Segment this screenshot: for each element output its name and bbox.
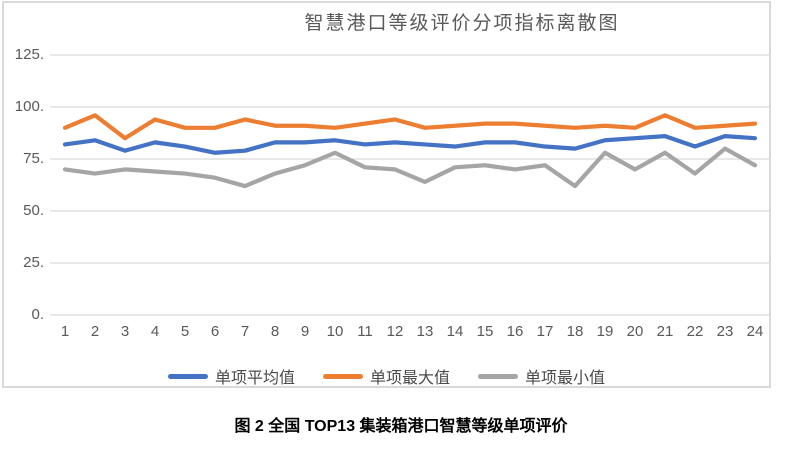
x-axis-tick-label: 7 — [240, 323, 250, 340]
legend-item: 单项最大值 — [322, 364, 450, 388]
figure-caption: 图 2 全国 TOP13 集装箱港口智慧等级单项评价 — [234, 418, 568, 435]
legend-label: 单项平均值 — [214, 370, 295, 387]
x-axis-tick-label: 3 — [120, 323, 130, 340]
legend-label: 单项最大值 — [369, 370, 450, 387]
legend-label: 单项最小值 — [525, 370, 606, 387]
embedded-chart[interactable] — [2, 1, 771, 388]
x-axis-tick-label: 13 — [416, 323, 434, 340]
legend-swatch-line-icon — [478, 373, 518, 379]
x-axis-tick-label: 17 — [536, 323, 554, 340]
x-axis-tick-label: 11 — [357, 323, 373, 340]
x-axis-tick-label: 24 — [746, 323, 764, 340]
x-axis-tick-label: 1 — [60, 323, 70, 340]
x-axis-tick-label: 8 — [270, 323, 280, 340]
x-axis-tick-label: 10 — [326, 323, 344, 340]
y-axis-tick-label: 125. — [14, 46, 44, 63]
y-axis-tick-label: 100. — [14, 98, 44, 115]
x-axis-tick-label: 15 — [476, 323, 494, 340]
chart-title: 智慧港口等级评价分项指标离散图 — [304, 13, 620, 34]
x-axis-tick-label: 22 — [686, 323, 704, 340]
legend-item: 单项平均值 — [167, 364, 295, 388]
x-axis-tick-label: 6 — [210, 323, 220, 340]
x-axis-tick-label: 23 — [716, 323, 734, 340]
y-axis-tick-label: 50. — [23, 202, 44, 219]
y-axis-tick-label: 25. — [23, 254, 44, 271]
x-axis-tick-label: 14 — [446, 323, 464, 340]
x-axis-tick-label: 9 — [300, 323, 310, 340]
legend: 单项平均值 单项最大值 单项最小值 — [2, 364, 771, 388]
legend-item: 单项最小值 — [478, 364, 605, 388]
x-axis-tick-label: 12 — [386, 323, 404, 340]
y-axis-tick-label: 75. — [23, 150, 44, 167]
x-axis-tick-label: 18 — [566, 323, 584, 340]
legend-swatch-line-icon — [167, 373, 208, 379]
x-axis-tick-label: 16 — [506, 323, 524, 340]
legend-swatch-line-icon — [322, 373, 363, 379]
x-axis-tick-label: 19 — [596, 323, 614, 340]
x-axis-tick-label: 4 — [150, 323, 160, 340]
x-axis-tick-label: 2 — [90, 323, 100, 340]
y-axis-tick-label: 0. — [31, 306, 44, 323]
x-axis-tick-label: 21 — [656, 323, 674, 340]
x-axis-tick-label: 5 — [180, 323, 190, 340]
x-axis-tick-label: 20 — [626, 323, 644, 340]
